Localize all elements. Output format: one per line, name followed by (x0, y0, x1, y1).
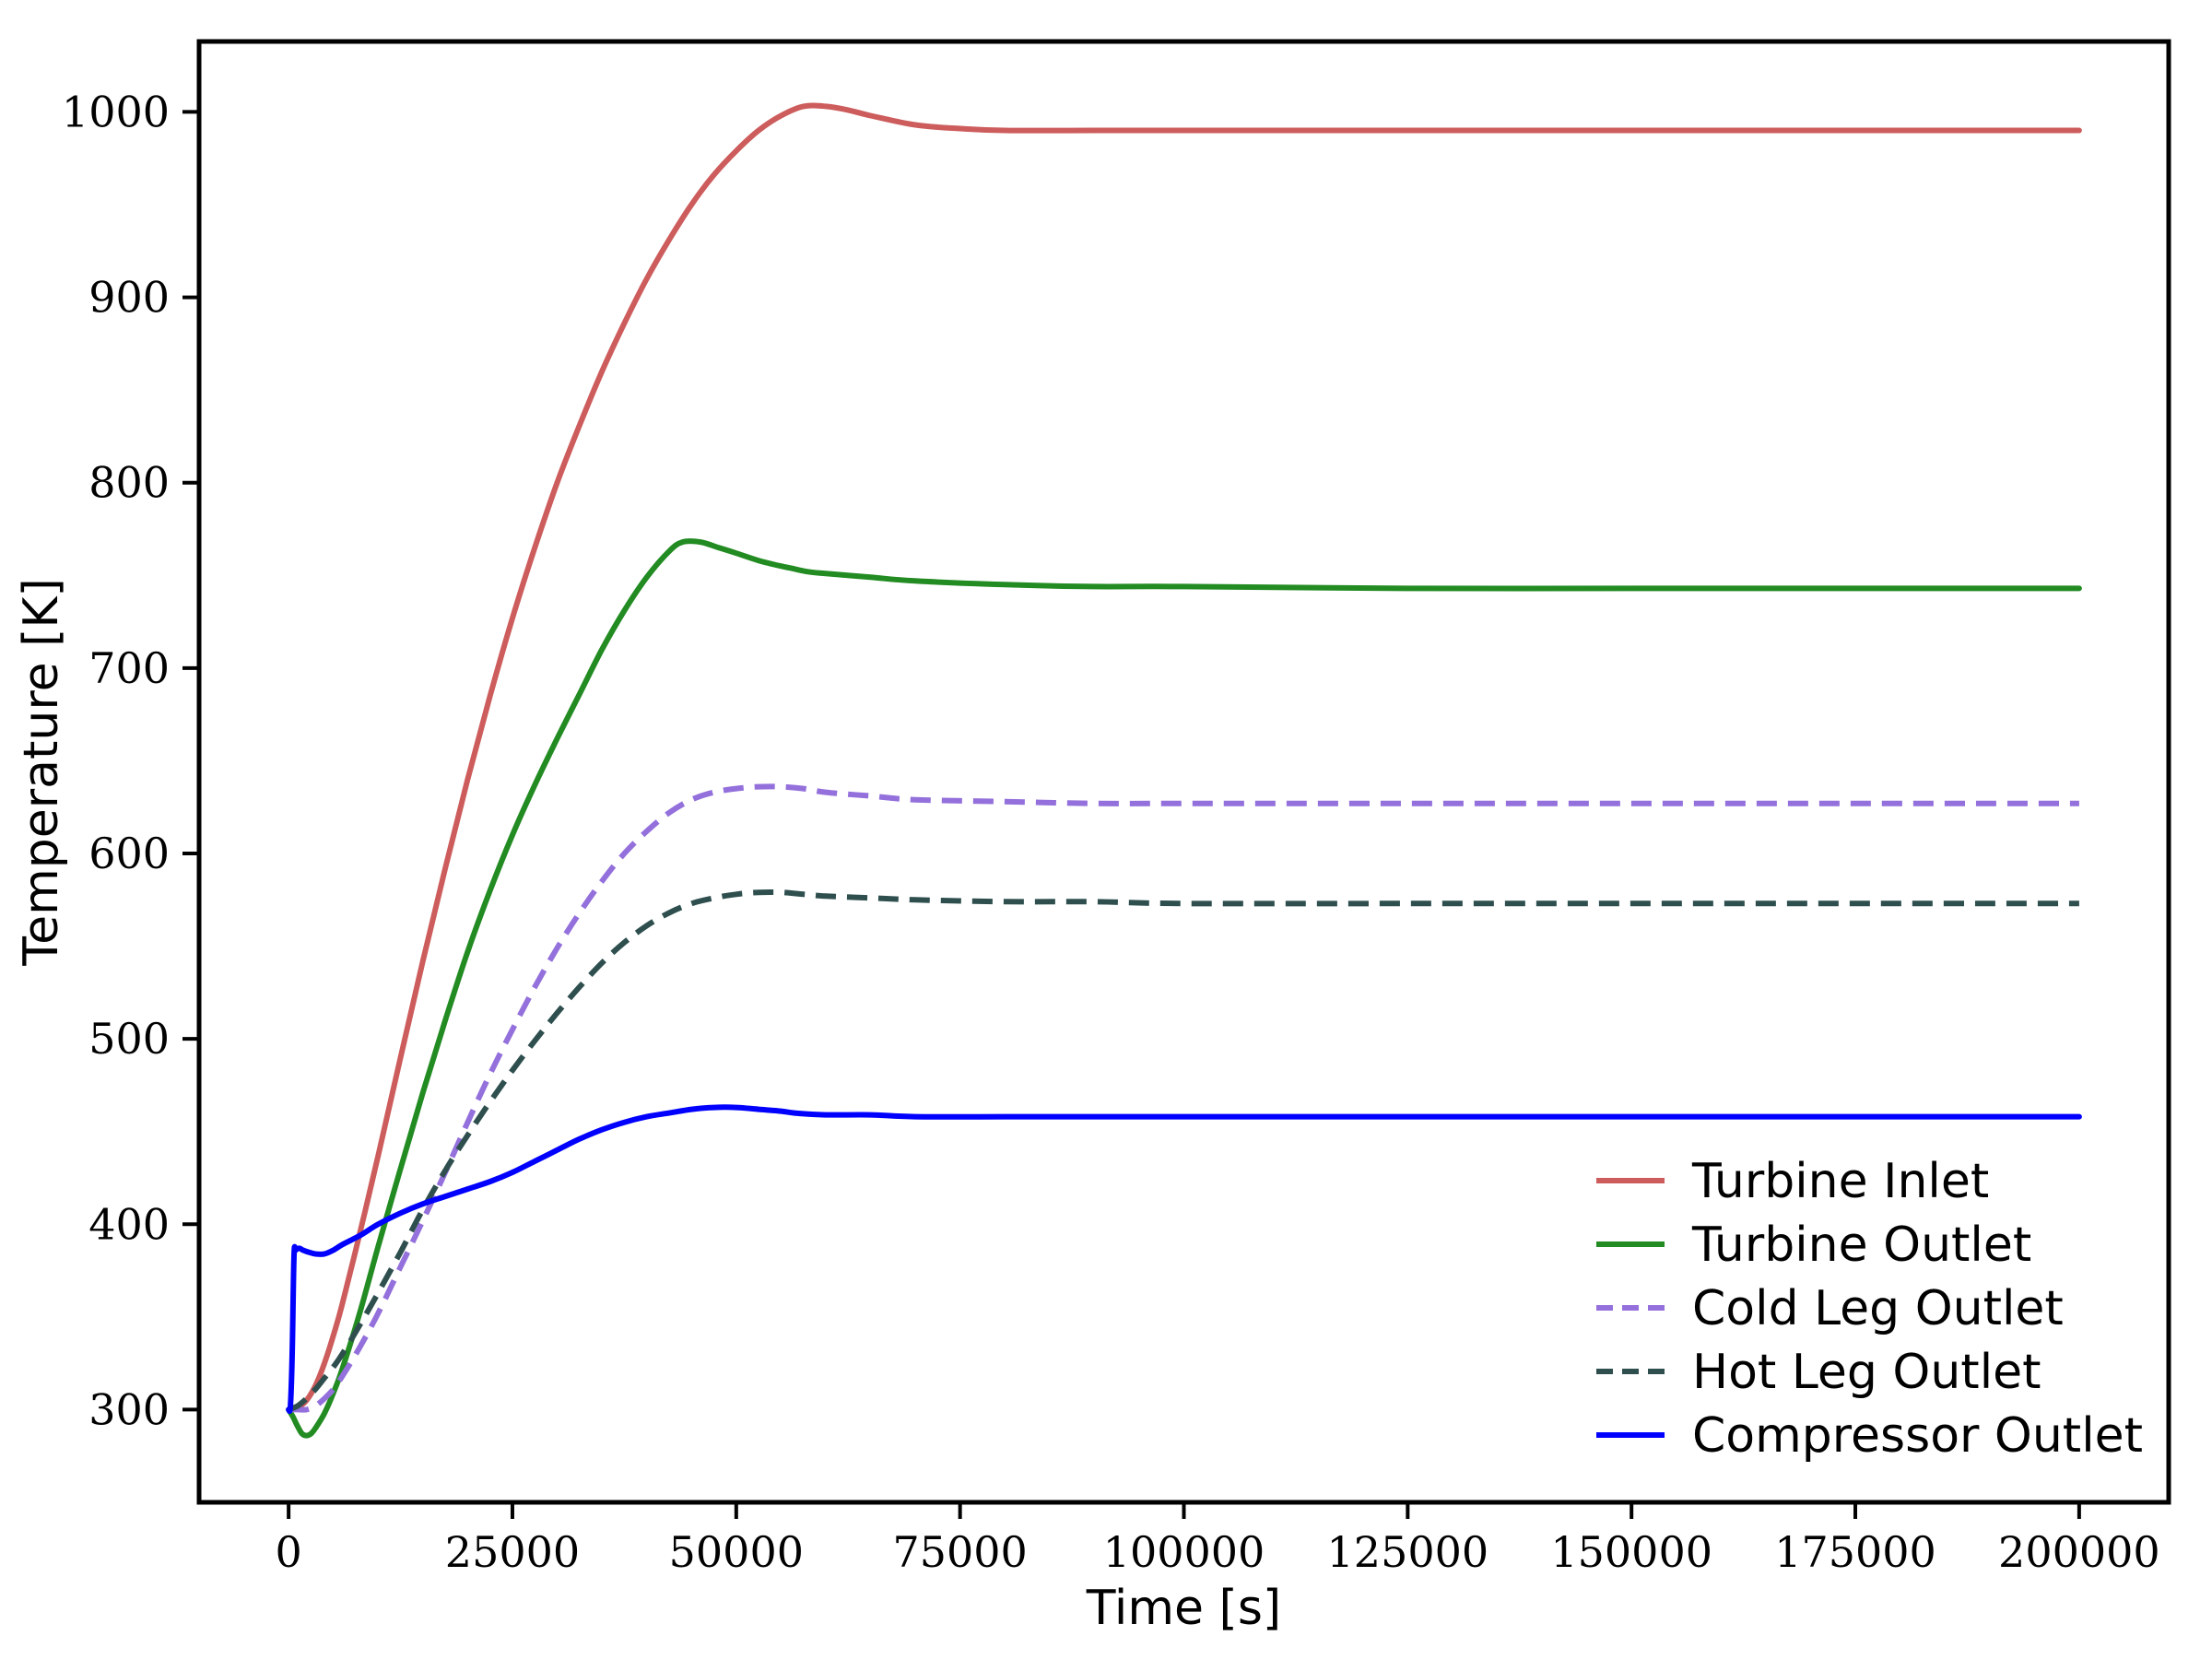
legend-item-turbine-outlet: Turbine Outlet (1596, 1218, 2031, 1273)
legend-item-compressor-outlet: Compressor Outlet (1596, 1408, 2143, 1464)
x-axis-label: Time [s] (1086, 1581, 1281, 1636)
x-axis-ticks: 0 25000 50000 75000 100000 125000 150000 175000… (275, 1502, 2160, 1577)
series-group (286, 102, 2082, 1439)
legend-item-turbine-inlet: Turbine Inlet (1596, 1154, 1989, 1209)
x-tick-label: 75000 (892, 1527, 1027, 1577)
x-tick-label: 200000 (1998, 1527, 2160, 1577)
x-tick-label: 50000 (669, 1527, 804, 1577)
legend-label-compressor-outlet: Compressor Outlet (1692, 1408, 2143, 1464)
y-axis-label: Temperature [K] (14, 578, 69, 967)
legend-item-cold-leg-outlet: Cold Leg Outlet (1596, 1281, 2064, 1336)
series-line-hot-leg-outlet (288, 888, 2079, 1413)
legend-label-turbine-inlet: Turbine Inlet (1691, 1154, 1989, 1209)
legend: Turbine Inlet Turbine Outlet Cold Leg Outl… (1596, 1154, 2143, 1464)
series-line-turbine-inlet (286, 102, 2082, 1413)
x-tick-label: 100000 (1103, 1527, 1265, 1577)
series-line-compressor-outlet (286, 1104, 2082, 1414)
y-tick-label: 900 (88, 273, 170, 323)
legend-label-hot-leg-outlet: Hot Leg Outlet (1692, 1345, 2041, 1400)
y-axis-ticks: 300 400 500 600 700 800 900 1000 (62, 87, 199, 1434)
x-tick-label: 125000 (1327, 1527, 1489, 1577)
legend-item-hot-leg-outlet: Hot Leg Outlet (1596, 1345, 2041, 1400)
x-tick-label: 25000 (445, 1527, 580, 1577)
x-tick-label: 150000 (1550, 1527, 1712, 1577)
y-tick-label: 1000 (62, 87, 170, 136)
y-tick-label: 600 (88, 829, 170, 878)
series-line-cold-leg-outlet (288, 783, 2079, 1413)
legend-label-turbine-outlet: Turbine Outlet (1691, 1218, 2031, 1273)
y-tick-label: 500 (88, 1014, 170, 1064)
y-tick-label: 800 (88, 458, 170, 508)
y-tick-label: 300 (88, 1384, 170, 1434)
y-tick-label: 400 (88, 1199, 170, 1249)
legend-label-cold-leg-outlet: Cold Leg Outlet (1692, 1281, 2064, 1336)
x-tick-label: 0 (275, 1527, 301, 1577)
x-tick-label: 175000 (1774, 1527, 1936, 1577)
series-line-turbine-outlet (286, 538, 2082, 1439)
y-tick-label: 700 (88, 643, 170, 693)
